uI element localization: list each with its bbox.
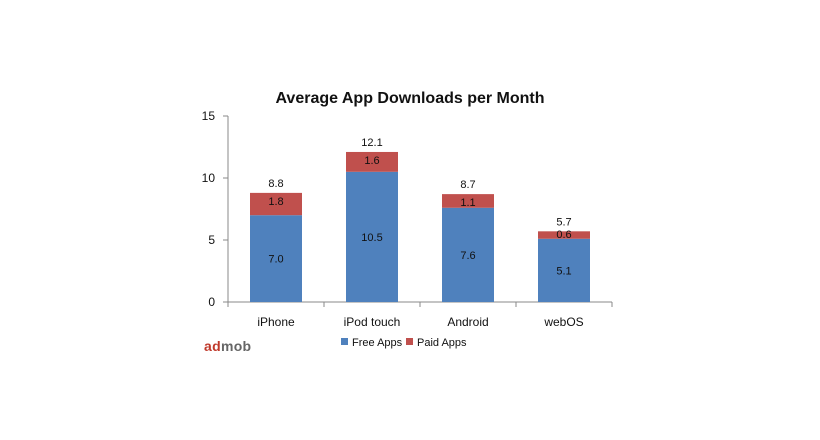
- brand-logo: admob: [204, 338, 251, 354]
- legend-label-free-apps: Free Apps: [352, 337, 403, 349]
- bar-paid-apps-webos: [538, 231, 590, 239]
- y-tick-label-10: 10: [202, 171, 216, 185]
- x-category-label-webos: webOS: [543, 315, 583, 329]
- y-tick-label-5: 5: [208, 233, 215, 247]
- data-label-paid-apps-ipod-touch: 1.6: [364, 155, 379, 167]
- bar-paid-apps-iphone: [250, 192, 302, 216]
- data-label-free-apps-android: 7.6: [460, 250, 475, 262]
- y-tick-label-15: 15: [202, 109, 216, 123]
- legend: Free Apps Paid Apps: [341, 337, 467, 349]
- data-label-paid-apps-iphone: 1.8: [268, 196, 283, 208]
- brand-logo-suffix: mob: [221, 338, 251, 354]
- y-ticks: 0 5 10 15: [202, 109, 228, 309]
- total-label-iphone: 8.8: [268, 178, 283, 190]
- bars: 7.0 1.8 8.8 10.5 1.6 12.1 7.6 1.1 8.7 5.1 0.65.7: [250, 137, 590, 302]
- data-label-free-apps-iphone: 7.0: [268, 254, 283, 266]
- x-category-label-ipod-touch: iPod touch: [344, 315, 401, 329]
- svg-text:admob: admob: [204, 338, 251, 354]
- bar-free-apps-ipod-touch: [346, 171, 398, 302]
- data-label-free-apps-webos: 5.1: [556, 265, 571, 277]
- total-label-webos: 5.7: [556, 216, 571, 228]
- bar-free-apps-android: [442, 207, 494, 302]
- bar-paid-apps-android: [442, 194, 494, 208]
- chart-title: Average App Downloads per Month: [275, 90, 544, 107]
- x-category-label-android: Android: [447, 315, 488, 329]
- data-label-paid-apps-android: 1.1: [460, 197, 475, 209]
- bar-free-apps-webos: [538, 238, 590, 302]
- bar-free-apps-iphone: [250, 215, 302, 302]
- legend-swatch-paid-apps: [406, 338, 413, 345]
- bar-paid-apps-ipod-touch: [346, 151, 398, 172]
- data-label-paid-apps-webos: 0.6: [556, 229, 571, 241]
- x-category-label-iphone: iPhone: [257, 315, 295, 329]
- legend-label-paid-apps: Paid Apps: [417, 337, 467, 349]
- legend-swatch-free-apps: [341, 338, 348, 345]
- data-label-free-apps-ipod-touch: 10.5: [361, 232, 382, 244]
- x-categories: iPhone iPod touch Android webOS: [227, 302, 613, 329]
- total-label-ipod-touch: 12.1: [361, 137, 382, 149]
- total-label-android: 8.7: [460, 179, 475, 191]
- brand-logo-prefix: ad: [204, 338, 221, 354]
- y-tick-label-0: 0: [208, 295, 215, 309]
